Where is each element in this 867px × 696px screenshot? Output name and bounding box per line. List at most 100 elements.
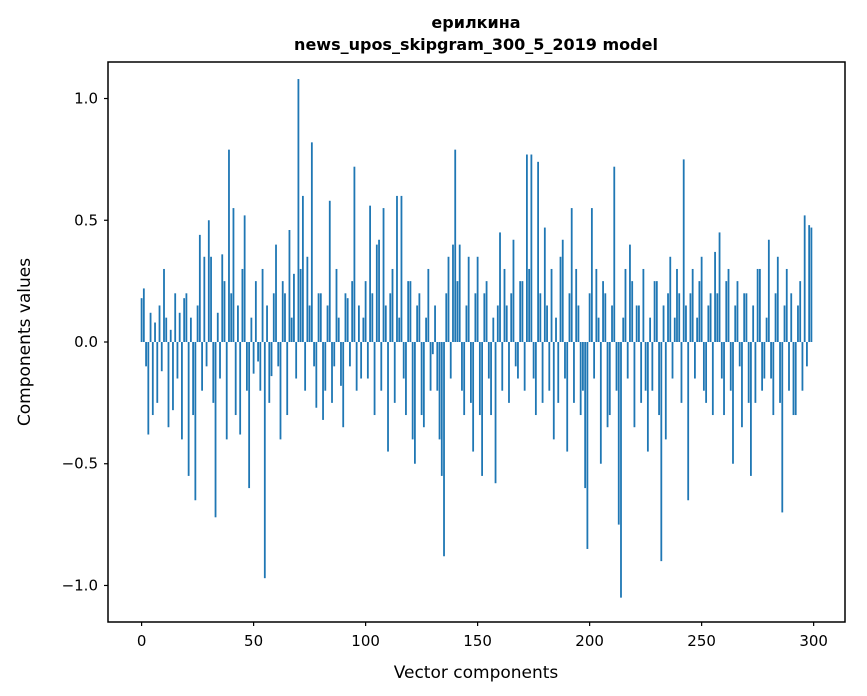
bar [642, 268, 645, 342]
bar [763, 342, 766, 379]
bar [606, 342, 609, 428]
bar [664, 342, 667, 440]
bar [429, 342, 432, 391]
bar [393, 342, 396, 403]
bar [467, 256, 470, 342]
bar [221, 254, 224, 342]
bar [237, 305, 239, 342]
bar [263, 342, 266, 579]
bar [431, 342, 434, 355]
bar [633, 342, 636, 428]
bar [597, 317, 600, 342]
bar [259, 342, 262, 391]
bar [154, 322, 156, 342]
bar [418, 293, 421, 342]
bar [801, 342, 804, 391]
bar [494, 342, 497, 484]
bar [734, 305, 737, 342]
bar [622, 317, 625, 342]
bar [532, 342, 535, 379]
bar [667, 293, 669, 342]
bar [214, 342, 217, 518]
bar [340, 342, 342, 386]
bar [163, 268, 165, 342]
bar [640, 342, 643, 403]
bar [293, 273, 295, 342]
bar [310, 142, 313, 342]
bar [422, 342, 425, 428]
bar [470, 342, 472, 403]
bar [761, 342, 764, 391]
bar [147, 342, 150, 435]
bar [754, 342, 757, 403]
bar [808, 225, 811, 342]
bar [570, 208, 573, 342]
bar [407, 281, 410, 342]
bar [440, 342, 443, 476]
y-tick-label: 0.5 [74, 211, 98, 229]
bar [738, 342, 741, 367]
bar [689, 293, 692, 342]
bar [308, 305, 311, 342]
bar [288, 230, 291, 342]
bar [342, 342, 345, 428]
bar [142, 288, 145, 342]
bar [156, 342, 159, 403]
bar [797, 305, 799, 342]
bar [212, 342, 215, 403]
bar [196, 305, 199, 342]
bar [279, 342, 282, 440]
bar [335, 268, 338, 342]
bar [774, 293, 777, 342]
bar [169, 329, 172, 342]
bar [420, 342, 423, 416]
bar [723, 342, 725, 416]
bar [373, 342, 376, 416]
bar [270, 342, 273, 377]
bar [366, 342, 369, 379]
bar [416, 305, 419, 342]
bar [185, 293, 188, 342]
bar [478, 342, 481, 416]
bar [660, 342, 663, 562]
bar [790, 293, 793, 342]
bar [304, 342, 307, 391]
bar [810, 227, 813, 342]
bar [505, 305, 508, 342]
bar [595, 268, 598, 342]
bar [241, 268, 244, 342]
bar [203, 256, 206, 342]
bar [646, 342, 649, 452]
bar [599, 342, 602, 464]
bar [555, 317, 557, 342]
bar [228, 149, 230, 342]
bar [248, 342, 251, 489]
bar [512, 239, 515, 342]
bar [803, 215, 806, 342]
bar [272, 293, 275, 342]
bar [521, 281, 524, 342]
bar [573, 342, 575, 403]
bar [176, 342, 179, 379]
bar [245, 342, 248, 391]
bar [174, 293, 177, 342]
bar [552, 342, 555, 440]
bar [691, 268, 694, 342]
bar [685, 305, 687, 342]
bar [519, 281, 522, 342]
bar [178, 312, 181, 342]
bar [207, 220, 210, 342]
bar [301, 195, 304, 342]
bar [452, 244, 454, 342]
bar [593, 342, 596, 379]
x-tick-label: 250 [687, 632, 716, 650]
bar [682, 159, 685, 342]
bar [436, 342, 439, 391]
bar [794, 342, 797, 416]
bar [629, 244, 631, 342]
bar [232, 208, 235, 342]
bar [189, 317, 192, 342]
bar [528, 268, 531, 342]
x-axis-label: Vector components [394, 663, 559, 683]
